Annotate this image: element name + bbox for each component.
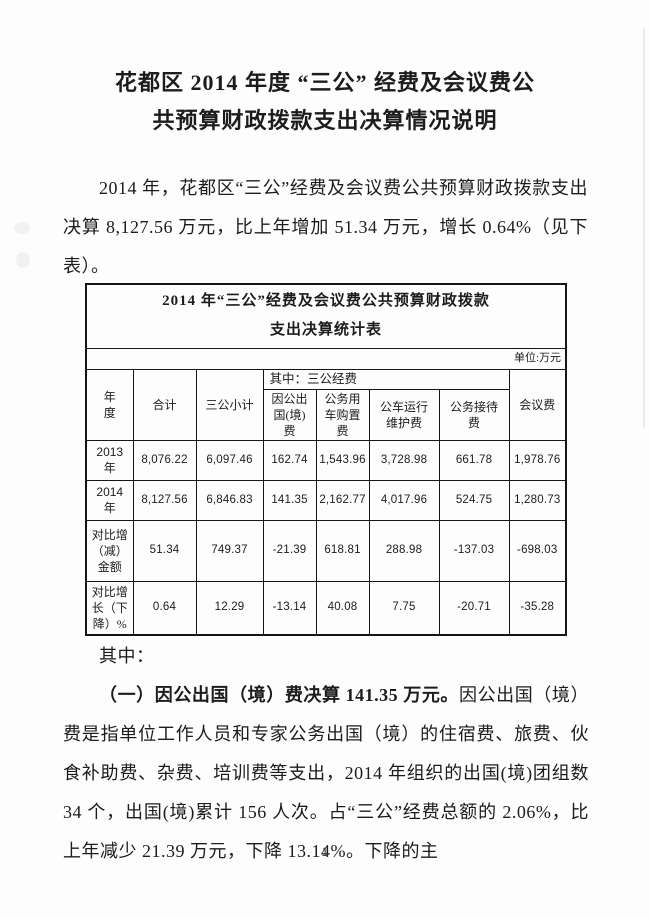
scan-artifact: [16, 252, 30, 268]
page-number: 1: [321, 845, 329, 859]
cell-reception: 661.78: [438, 439, 510, 481]
cell-reception: -20.71: [438, 580, 510, 636]
cell-abroad: 162.74: [262, 439, 317, 481]
cell-reception: -137.03: [438, 519, 510, 582]
cell-subtotal: 749.37: [195, 519, 264, 582]
header-subtotal: 三公小计: [195, 368, 264, 441]
scan-artifact: [14, 222, 30, 234]
header-total: 合计: [132, 368, 197, 441]
document-title: 花都区 2014 年度 “三公” 经费及会议费公 共预算财政拨款支出决算情况说明: [0, 64, 650, 140]
table-row-change-percent: 对比增 长（下 降）% 0.64 12.29 -13.14 40.08 7.75…: [85, 580, 567, 636]
cell-purchase: 618.81: [315, 519, 370, 582]
cell-abroad: 141.35: [262, 479, 317, 521]
document-title-line1: 花都区 2014 年度 “三公” 经费及会议费公: [114, 70, 535, 95]
cell-subtotal: 12.29: [195, 580, 264, 636]
header-meeting: 会议费: [508, 368, 567, 441]
table-row-2013: 2013 年 8,076.22 6,097.46 162.74 1,543.96…: [85, 439, 567, 481]
cell-reception: 524.75: [438, 479, 510, 521]
table-row-2014: 2014 年 8,127.56 6,846.83 141.35 2,162.77…: [85, 479, 567, 521]
statistics-table: 2014 年“三公”经费及会议费公共预算财政拨款 支出决算统计表 单位:万元 年…: [85, 283, 568, 636]
header-abroad: 因公出 国(境) 费: [262, 388, 317, 441]
table-title-line2: 支出决算统计表: [270, 322, 383, 339]
scan-artifact: [643, 28, 645, 428]
cell-meeting: 1,978.76: [508, 439, 567, 481]
header-group-sangong: 其中：三公经费: [262, 368, 510, 390]
cell-total: 51.34: [132, 519, 197, 582]
header-year: 年 度: [85, 368, 134, 441]
header-vehicle-purchase: 公务用 车购置 费: [315, 388, 370, 441]
cell-maintain: 7.75: [368, 580, 440, 636]
detail-section: 其中： （一）因公出国（境）费决算 141.35 万元。因公出国（境）费是指单位…: [63, 637, 589, 871]
document-title-line2: 共预算财政拨款支出决算情况说明: [152, 108, 498, 133]
cell-meeting: -35.28: [508, 580, 567, 636]
cell-total: 8,127.56: [132, 479, 197, 521]
cell-total: 0.64: [132, 580, 197, 636]
unit-label: 单位:万元: [85, 347, 567, 370]
cell-maintain: 3,728.98: [368, 439, 440, 481]
cell-purchase: 1,543.96: [315, 439, 370, 481]
cell-total: 8,076.22: [132, 439, 197, 481]
detail-paragraph-body: 因公出国（境）费是指单位工作人员和专家公务出国（境）的住宿费、旅费、伙食补助费、…: [63, 685, 589, 861]
row-label: 2013 年: [85, 439, 134, 481]
row-label: 对比增 （减） 金额: [85, 519, 134, 582]
cell-maintain: 4,017.96: [368, 479, 440, 521]
cell-subtotal: 6,097.46: [195, 439, 264, 481]
table-title: 2014 年“三公”经费及会议费公共预算财政拨款 支出决算统计表: [85, 283, 567, 349]
cell-subtotal: 6,846.83: [195, 479, 264, 521]
detail-paragraph-lead: （一）因公出国（境）费决算 141.35 万元。: [99, 685, 459, 705]
section-label: 其中：: [99, 646, 155, 666]
cell-meeting: -698.03: [508, 519, 567, 582]
row-label: 对比增 长（下 降）%: [85, 580, 134, 636]
cell-abroad: -21.39: [262, 519, 317, 582]
statistics-table-wrap: 2014 年“三公”经费及会议费公共预算财政拨款 支出决算统计表 单位:万元 年…: [85, 283, 568, 636]
header-reception: 公务接待 费: [438, 388, 510, 441]
row-label: 2014 年: [85, 479, 134, 521]
header-vehicle-maintain: 公车运行 维护费: [368, 388, 440, 441]
table-title-line1: 2014 年“三公”经费及会议费公共预算财政拨款: [162, 293, 490, 310]
detail-paragraph: （一）因公出国（境）费决算 141.35 万元。因公出国（境）费是指单位工作人员…: [63, 676, 589, 871]
cell-meeting: 1,280.73: [508, 479, 567, 521]
intro-paragraph: 2014 年，花都区“三公”经费及会议费公共预算财政拨款支出决算 8,127.5…: [63, 178, 588, 276]
cell-maintain: 288.98: [368, 519, 440, 582]
cell-purchase: 40.08: [315, 580, 370, 636]
cell-abroad: -13.14: [262, 580, 317, 636]
table-row-change-amount: 对比增 （减） 金额 51.34 749.37 -21.39 618.81 28…: [85, 519, 567, 582]
cell-purchase: 2,162.77: [315, 479, 370, 521]
